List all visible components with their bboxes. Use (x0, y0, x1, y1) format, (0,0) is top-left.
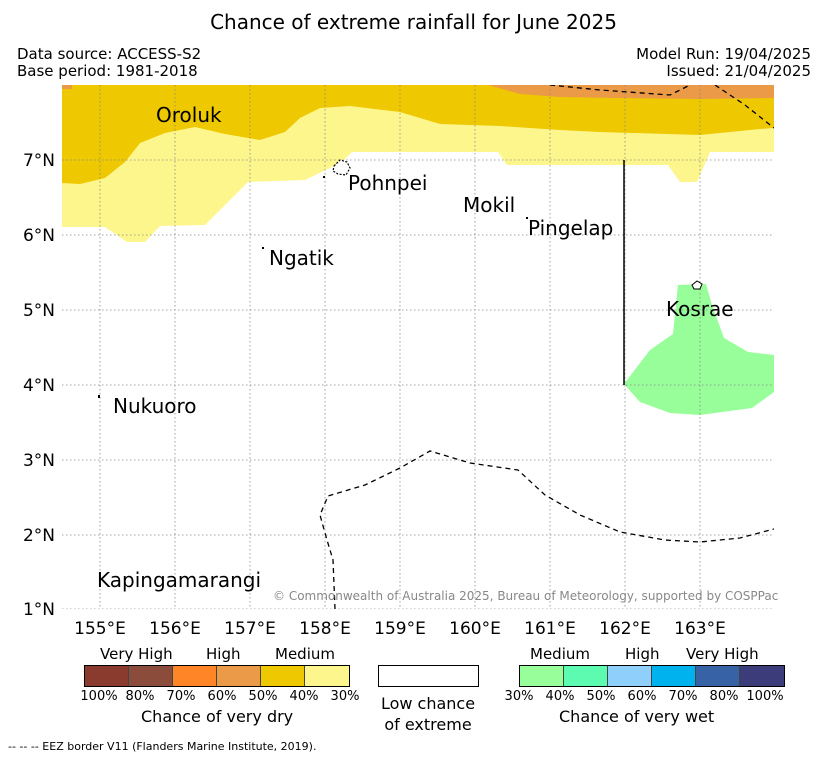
colorbar-tick-label: 100% (80, 689, 118, 704)
gridlines (62, 85, 774, 609)
lat-label: 6°N (23, 226, 55, 246)
nukuoro-island (98, 395, 100, 398)
lon-label: 163°E (674, 619, 726, 639)
label-ngatik: Ngatik (269, 246, 334, 270)
colorbar-segment (608, 666, 652, 686)
colorbar-tick-label: 30% (504, 689, 534, 704)
neutral-caption: Low chance of extreme (377, 693, 479, 735)
colorbar-tick-label: 80% (709, 689, 739, 704)
dry-category-high: High (206, 645, 241, 663)
colorbar-segment (696, 666, 740, 686)
lon-label: 160°E (449, 619, 501, 639)
medium-wet-region (624, 284, 774, 415)
colorbar-segment (261, 666, 305, 686)
chart-title: Chance of extreme rainfall for June 2025 (210, 10, 617, 34)
colorbar-segment (564, 666, 608, 686)
pohnpei-islet (323, 176, 325, 178)
wet-category-very-high: Very High (686, 645, 759, 663)
colorbar-tick-label: 60% (207, 689, 237, 704)
colorbar-segment (217, 666, 261, 686)
colorbar-segment (85, 666, 129, 686)
copyright-text: © Commonwealth of Australia 2025, Bureau… (273, 589, 778, 603)
eez-footer-note: -- -- -- EEZ border V11 (Flanders Marine… (8, 740, 317, 753)
data-source-block: Data source: ACCESS-S2 Base period: 1981… (17, 46, 201, 80)
wet-category-high: High (625, 645, 660, 663)
label-pohnpei: Pohnpei (348, 171, 428, 195)
colorbar-tick-label: 30% (330, 689, 360, 704)
colorbar-segment (520, 666, 564, 686)
wet-caption: Chance of very wet (559, 707, 715, 726)
dry-category-medium: Medium (275, 645, 335, 663)
lon-label: 158°E (299, 619, 351, 639)
lon-label: 157°E (224, 619, 276, 639)
colorbar-tick-label: 80% (125, 689, 155, 704)
lat-label: 3°N (23, 451, 55, 471)
lon-label: 162°E (599, 619, 651, 639)
medium-dry-region (62, 85, 774, 184)
base-period-text: Base period: 1981-2018 (17, 62, 198, 80)
colorbar-tick-label: 70% (166, 689, 196, 704)
lat-label: 4°N (23, 376, 55, 396)
ngatik-island (262, 247, 264, 249)
dry-colorbar (84, 665, 350, 687)
kosrae-island (691, 280, 703, 290)
colorbar-tick-label: 40% (289, 689, 319, 704)
lat-label: 7°N (23, 151, 55, 171)
lat-label: 1°N (23, 600, 55, 620)
label-pingelap: Pingelap (528, 216, 613, 240)
dry-category-very-high: Very High (100, 645, 173, 663)
colorbar-tick-label: 70% (668, 689, 698, 704)
model-run-text: Model Run: 19/04/2025 (636, 45, 811, 63)
lon-label: 156°E (149, 619, 201, 639)
label-kapingamarangi: Kapingamarangi (97, 568, 261, 592)
high-dry-region (62, 85, 774, 99)
colorbar-tick-label: 50% (586, 689, 616, 704)
neutral-swatch (378, 665, 479, 687)
label-mokil: Mokil (463, 193, 515, 217)
wet-colorbar (519, 665, 785, 687)
neutral-caption-line1: Low chance (380, 694, 476, 713)
label-kosrae: Kosrae (666, 297, 734, 321)
data-source-text: Data source: ACCESS-S2 (17, 45, 202, 63)
colorbar-tick-label: 50% (248, 689, 278, 704)
colorbar-tick-label: 40% (545, 689, 575, 704)
model-run-block: Model Run: 19/04/2025 Issued: 21/04/2025 (636, 46, 811, 80)
colorbar-tick-label: 60% (627, 689, 657, 704)
colorbar-segment (173, 666, 217, 686)
lat-label: 2°N (23, 526, 55, 546)
colorbar-segment (305, 666, 349, 686)
lon-label: 159°E (374, 619, 426, 639)
colorbar-segment (129, 666, 173, 686)
issued-text: Issued: 21/04/2025 (666, 62, 811, 80)
label-nukuoro: Nukuoro (113, 394, 197, 418)
lon-label: 161°E (524, 619, 576, 639)
colorbar-tick-label: 100% (746, 689, 784, 704)
pohnpei-island (332, 159, 351, 176)
dry-caption: Chance of very dry (141, 707, 294, 726)
neutral-caption-line2: of extreme (384, 715, 472, 734)
mokil-island (526, 217, 528, 219)
label-oroluk: Oroluk (156, 103, 222, 127)
wet-category-medium: Medium (530, 645, 590, 663)
lon-label: 155°E (74, 619, 126, 639)
lat-label: 5°N (23, 301, 55, 321)
eez-border (319, 85, 774, 609)
colorbar-segment (652, 666, 696, 686)
colorbar-segment (740, 666, 784, 686)
